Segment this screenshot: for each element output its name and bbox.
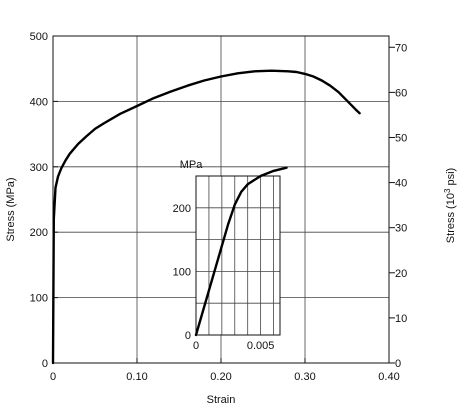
y-tick-label-left: 200 bbox=[30, 227, 48, 239]
x-tick-label: 0.40 bbox=[378, 371, 399, 383]
main-plot-frame bbox=[52, 35, 390, 364]
inset-stress-strain-curve bbox=[194, 166, 288, 337]
inset-plot-frame bbox=[195, 175, 281, 336]
inset-tick-labels: 0 100 200 0 0.005 bbox=[173, 203, 275, 352]
y-tick-label-left: 500 bbox=[30, 31, 48, 43]
y-tick-label-right: 10 bbox=[395, 313, 407, 325]
inset-y-tick-label: 100 bbox=[173, 266, 191, 278]
y2-title-exponent: 3 bbox=[443, 188, 452, 193]
x-tick-label: 0.10 bbox=[126, 371, 147, 383]
y-tick-label-right: 60 bbox=[395, 87, 407, 99]
y-tick-label-right: 40 bbox=[395, 178, 407, 190]
y-tick-label-left: 300 bbox=[30, 162, 48, 174]
main-stress-strain-curve bbox=[51, 69, 361, 365]
x-axis-title: Strain bbox=[207, 394, 236, 406]
y-axis-title-right: Stress (103 psi) bbox=[443, 168, 458, 243]
y-tick-label-left: 100 bbox=[30, 293, 48, 305]
x-tick-label: 0.20 bbox=[210, 371, 231, 383]
inset-x-tick-label: 0 bbox=[193, 340, 199, 352]
inset-y-axis-unit: MPa bbox=[180, 159, 204, 171]
y-tick-label-left: 0 bbox=[42, 358, 48, 370]
y-tick-label-right: 0 bbox=[395, 358, 401, 370]
y-tick-label-right: 70 bbox=[395, 42, 407, 54]
y2-title-suffix: psi) bbox=[445, 168, 457, 189]
inset-elastic-region-chart: 0 100 200 0 0.005 MPa bbox=[173, 159, 288, 352]
main-chart-tick-labels: 0 0.10 0.20 0.30 0.4001002003004005000102030… bbox=[30, 31, 408, 383]
inset-grid bbox=[196, 176, 280, 335]
y-tick-label-left: 400 bbox=[30, 96, 48, 108]
y-tick-label-right: 50 bbox=[395, 132, 407, 144]
y-tick-label-right: 20 bbox=[395, 268, 407, 280]
inset-y-tick-label: 200 bbox=[173, 203, 191, 215]
y-tick-label-right: 30 bbox=[395, 223, 407, 235]
x-tick-label: 0.30 bbox=[294, 371, 315, 383]
y-axis-title-left: Stress (MPa) bbox=[5, 177, 17, 241]
inset-y-tick-label: 0 bbox=[185, 330, 191, 342]
y2-title-prefix: Stress (10 bbox=[445, 193, 457, 243]
inset-x-tick-label: 0.005 bbox=[247, 340, 275, 352]
x-tick-label: 0 bbox=[50, 371, 56, 383]
